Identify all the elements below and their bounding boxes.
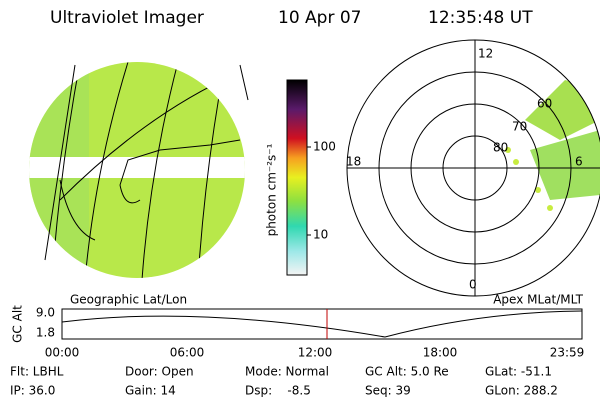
alt-curve bbox=[61, 310, 583, 338]
cb-tick-label: 100 bbox=[313, 140, 336, 154]
cb-tick-label: 10 bbox=[313, 228, 328, 242]
footer-item: Door: Open bbox=[125, 365, 194, 379]
mlt-label: 6 bbox=[575, 155, 583, 169]
title: Ultraviolet Imager bbox=[50, 8, 204, 28]
alt-ytick: 9.0 bbox=[36, 306, 55, 320]
alt-xtick: 06:00 bbox=[170, 346, 205, 360]
mlt-label: 18 bbox=[346, 155, 361, 169]
alt-xtick: 23:59 bbox=[550, 346, 585, 360]
alt-frame bbox=[61, 308, 583, 340]
alt-xtick: 12:00 bbox=[298, 346, 333, 360]
date: 10 Apr 07 bbox=[278, 8, 361, 28]
mlat-label: 80 bbox=[493, 141, 508, 155]
footer-item: IP: 36.0 bbox=[10, 384, 55, 398]
polar-caption: Apex MLat/MLT bbox=[493, 293, 583, 307]
footer-item: Flt: LBHL bbox=[10, 365, 64, 379]
geo-image bbox=[29, 62, 245, 278]
mlt-label: 12 bbox=[478, 47, 493, 61]
alt-ylabel: GC Alt bbox=[11, 305, 25, 343]
time: 12:35:48 UT bbox=[428, 8, 533, 28]
footer-item: GLon: 288.2 bbox=[485, 384, 558, 398]
footer-item: Seq: 39 bbox=[365, 384, 411, 398]
footer-item: Mode: Normal bbox=[245, 365, 329, 379]
geo-caption: Geographic Lat/Lon bbox=[70, 293, 187, 307]
polar-image bbox=[505, 80, 600, 211]
footer-item: Dsp: -8.5 bbox=[245, 384, 311, 398]
geo-line bbox=[44, 64, 249, 261]
polar-grid bbox=[346, 39, 600, 297]
alt-xtick: 00:00 bbox=[45, 346, 80, 360]
mlat-label: 70 bbox=[512, 120, 527, 134]
cb-label: photon cm⁻²s⁻¹ bbox=[265, 143, 279, 236]
footer-item: GLat: -51.1 bbox=[485, 365, 552, 379]
mlt-label: 0 bbox=[469, 278, 477, 292]
mlat-label: 60 bbox=[537, 97, 552, 111]
color-bar bbox=[286, 79, 308, 276]
alt-ytick: 1.8 bbox=[36, 326, 55, 340]
footer-item: Gain: 14 bbox=[125, 384, 176, 398]
alt-xtick: 18:00 bbox=[423, 346, 458, 360]
footer-item: GC Alt: 5.0 Re bbox=[365, 365, 449, 379]
